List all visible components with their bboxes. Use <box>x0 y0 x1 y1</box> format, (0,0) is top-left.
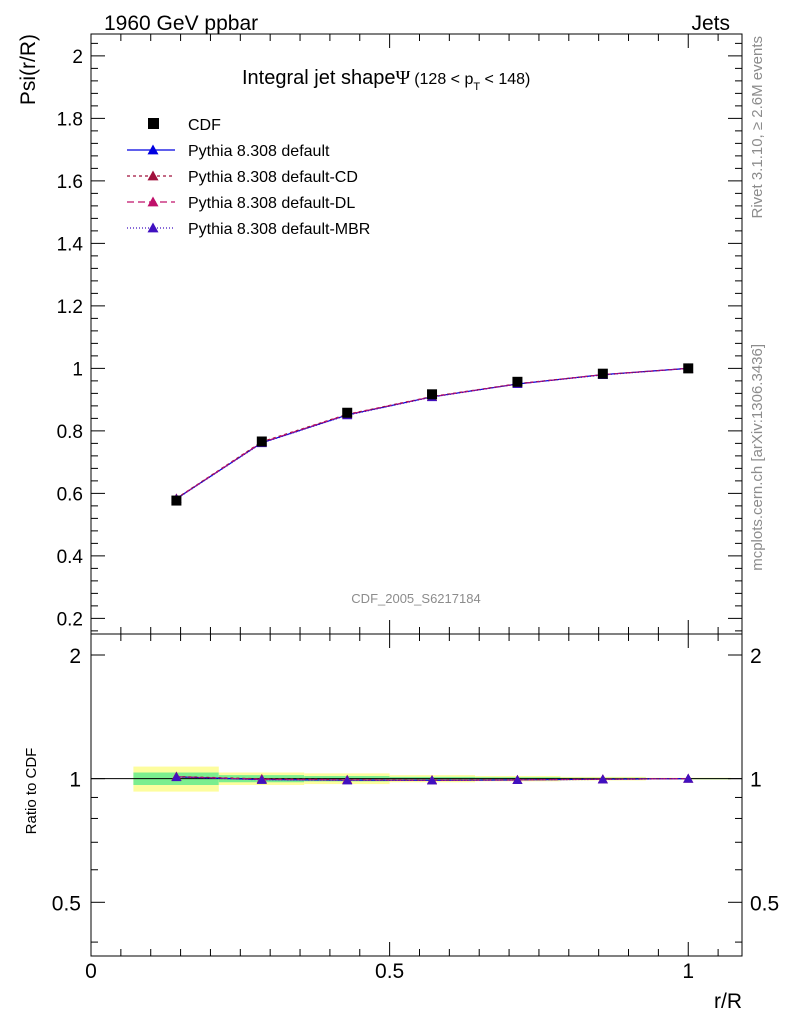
y-tick-label: 1.8 <box>57 109 83 130</box>
ratio-plot-frame <box>90 633 743 957</box>
ratio-tick-label: 2 <box>69 645 81 668</box>
analysis-watermark: CDF_2005_S6217184 <box>351 591 480 606</box>
legend-label: Pythia 8.308 default-DL <box>188 195 355 212</box>
series-line <box>176 367 689 499</box>
y-tick-label: 0.6 <box>57 484 83 505</box>
y-axis-label: Psi(r/R) <box>17 34 40 105</box>
ratio-series-point <box>427 775 438 785</box>
ratio-series-point <box>597 774 608 784</box>
chart-title: Integral jet shapeΨ (128 < pT < 148) <box>242 67 530 93</box>
title-text: Integral jet shape <box>242 67 395 89</box>
x-tick-label: 0.5 <box>375 960 404 983</box>
series-line <box>176 367 689 500</box>
y-tick-label: 1.4 <box>57 234 84 255</box>
ratio-series-point <box>342 775 353 785</box>
legend: CDF Pythia 8.308 default Pythia 8.308 defa… <box>127 117 370 238</box>
data-point <box>256 436 267 447</box>
legend-marker <box>147 196 159 207</box>
side-text-top: Rivet 3.1.10, ≥ 2.6M events <box>749 36 766 219</box>
ratio-tick-label-right: 1 <box>750 769 762 792</box>
ratio-series-point <box>683 773 694 783</box>
legend-label: Pythia 8.308 default-MBR <box>188 221 370 238</box>
x-tick-label: 1 <box>682 960 694 983</box>
title-range-sub: T <box>473 81 480 93</box>
series-line <box>176 367 689 500</box>
ratio-tick-label: 1 <box>69 769 81 792</box>
ratio-tick-label-right: 0.5 <box>750 892 779 915</box>
ratio-tick-label: 0.5 <box>52 892 81 915</box>
y-tick-label: 1.6 <box>57 172 83 193</box>
y-tick-label: 2 <box>72 47 83 68</box>
series-line <box>176 367 689 500</box>
data-point <box>512 376 523 387</box>
ratio-series <box>171 771 694 785</box>
x-axis-label: r/R <box>714 990 742 1013</box>
side-text-bottom: mcplots.cern.ch [arXiv:1306.3436] <box>749 344 766 571</box>
ratio-series-point <box>171 772 182 782</box>
data-point <box>597 368 608 379</box>
legend-label: Pythia 8.308 default-CD <box>188 169 358 186</box>
legend-label: Pythia 8.308 default <box>188 143 330 160</box>
header-left: 1960 GeV ppbar <box>104 12 258 35</box>
y-tick-label: 1 <box>72 359 83 380</box>
legend-marker <box>147 144 159 155</box>
y-tick-label: 0.2 <box>57 609 83 630</box>
header-right: Jets <box>691 12 730 35</box>
legend-marker <box>147 222 159 233</box>
ratio-tick-label-right: 2 <box>750 645 762 668</box>
data-point <box>342 407 353 418</box>
data-point <box>427 389 438 400</box>
legend-label: CDF <box>188 117 221 134</box>
ratio-y-axis-label: Ratio to CDF <box>23 748 40 835</box>
y-tick-label: 0.4 <box>57 547 84 568</box>
legend-marker <box>147 170 159 181</box>
ratio-series-point <box>512 774 523 784</box>
ratio-axes: 0.5 0.5 1 1 2 2 0 0.5 1 <box>52 633 779 983</box>
main-series <box>171 363 694 506</box>
data-point <box>683 363 694 374</box>
main-axes: 0.2 0.4 0.6 0.8 1 1.2 1.4 1.6 1.8 2 <box>57 33 743 635</box>
y-tick-label: 0.8 <box>57 422 83 443</box>
data-point <box>171 495 182 506</box>
title-range-post: < 148) <box>480 71 530 88</box>
svg-text:Integral jet shapeΨ(128 < pT <: Integral jet shapeΨ (128 < pT < 148) <box>242 67 530 93</box>
title-symbol: Ψ <box>395 67 410 89</box>
y-tick-label: 1.2 <box>57 297 83 318</box>
title-range-pre: (128 < p <box>414 71 473 88</box>
x-tick-label: 0 <box>85 960 97 983</box>
legend-marker-data <box>148 118 159 129</box>
ratio-series-point <box>256 774 267 784</box>
